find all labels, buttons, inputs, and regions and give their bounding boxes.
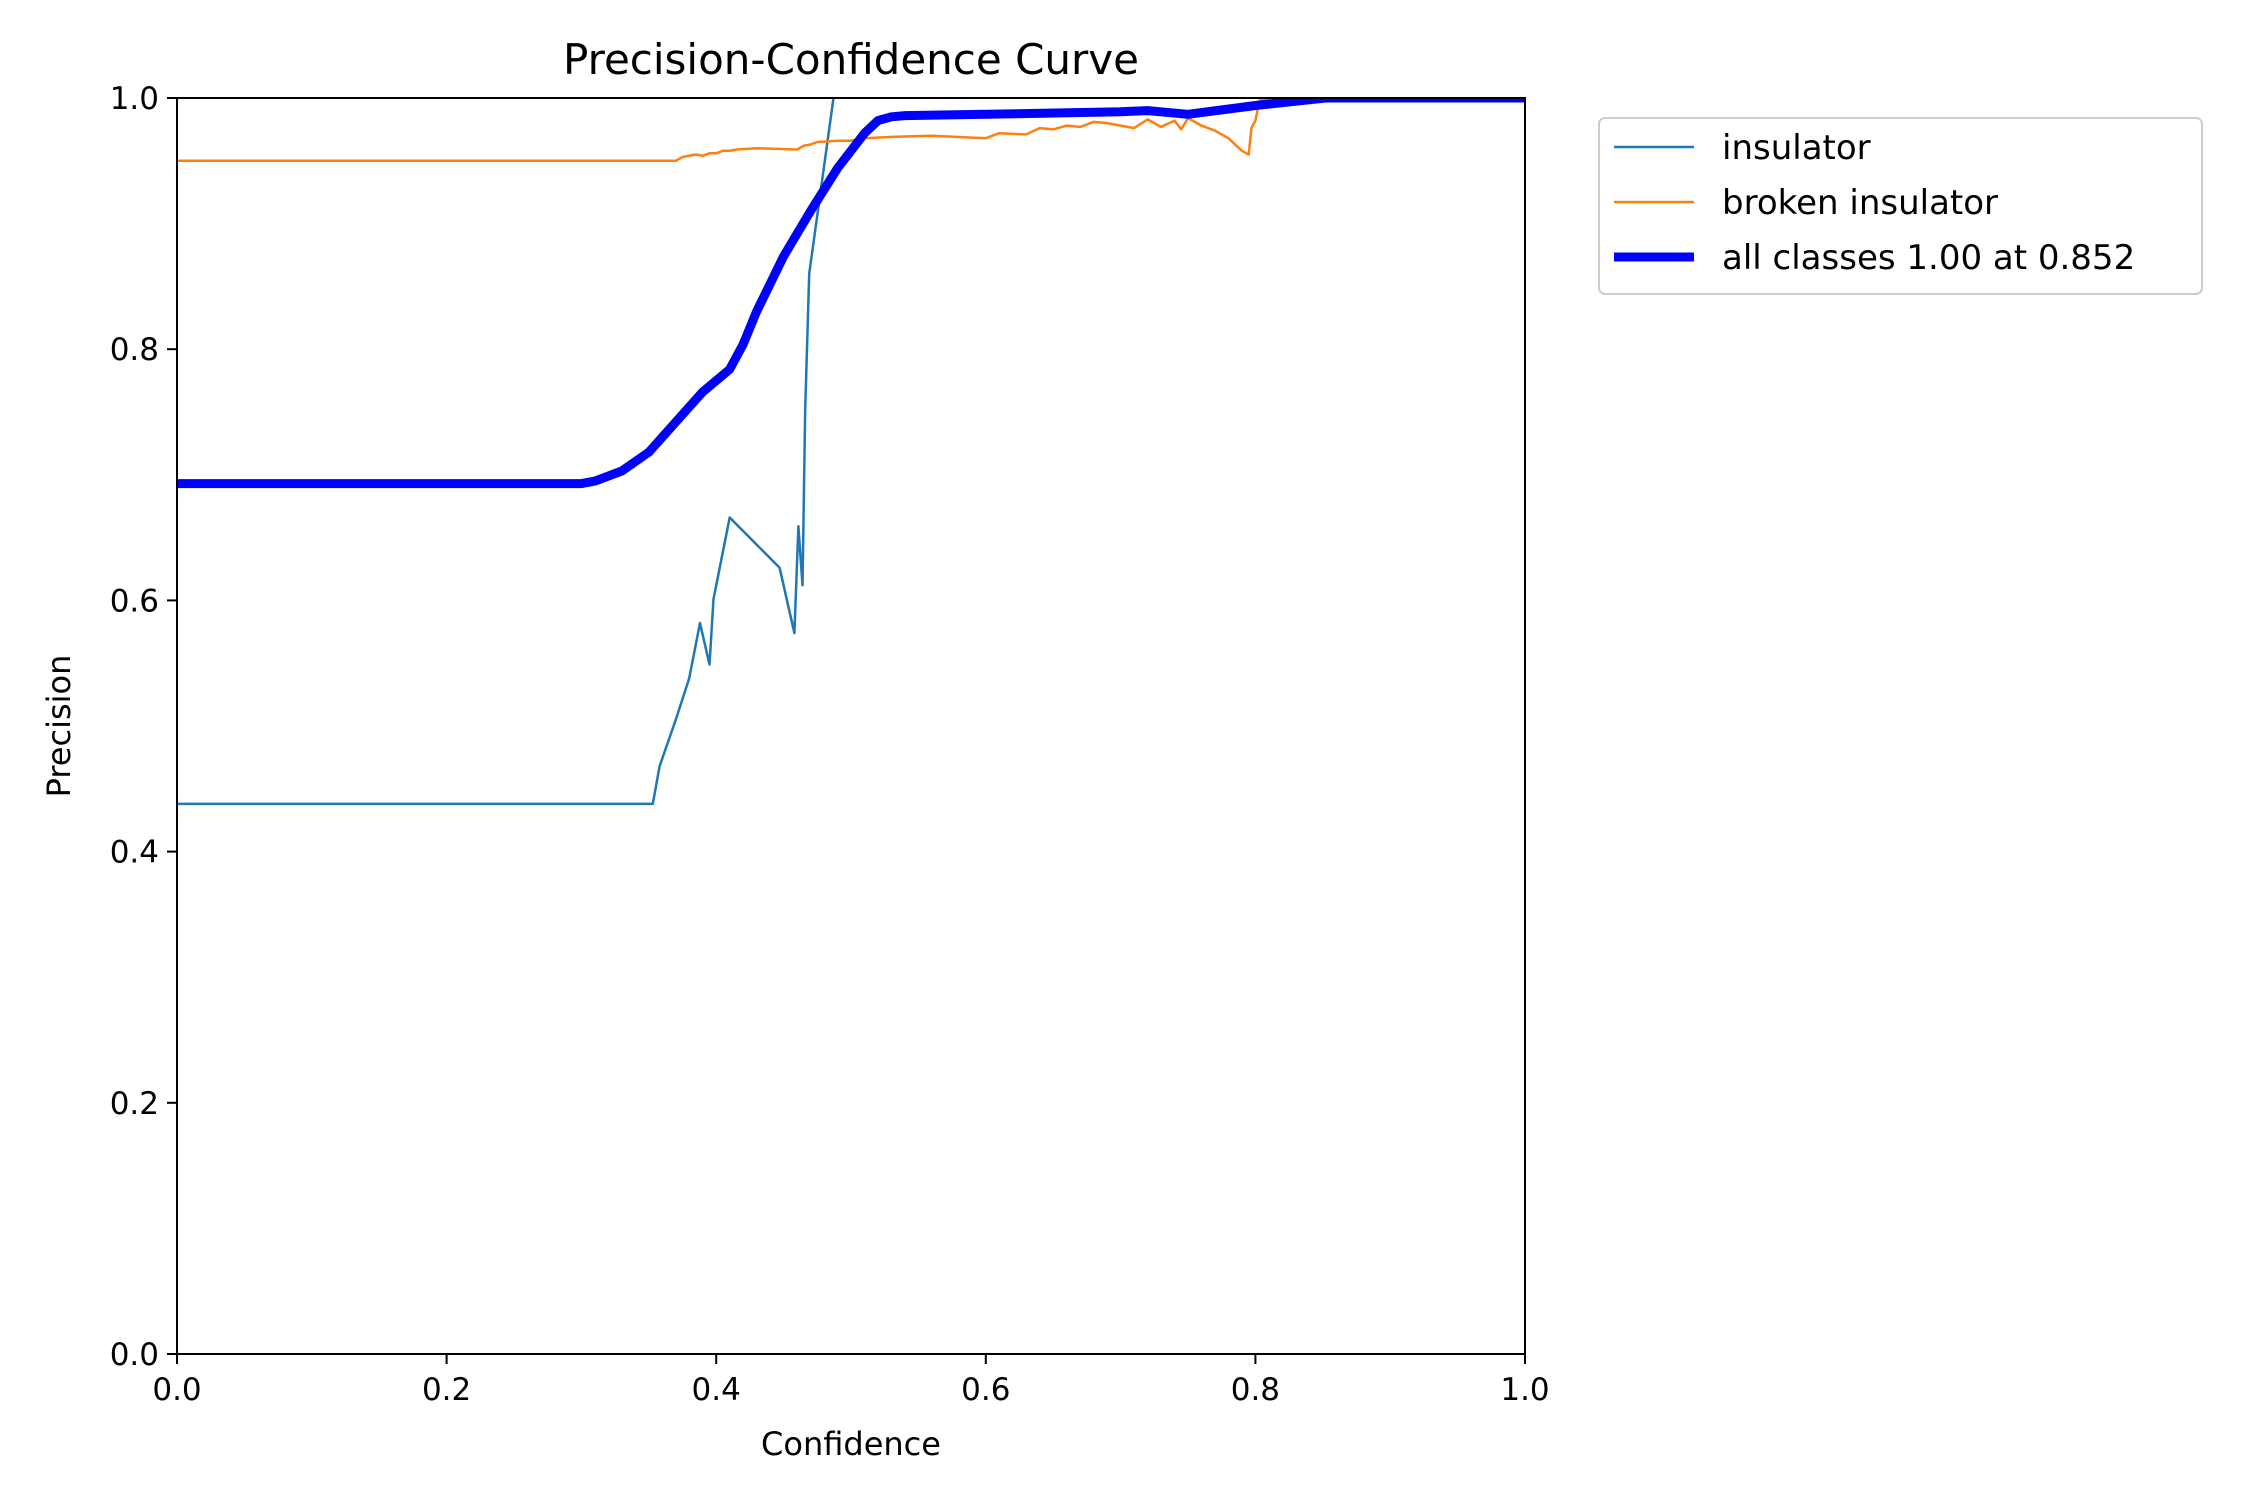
x-tick-label: 0.8 <box>1231 1372 1280 1408</box>
y-tick-label: 0.6 <box>110 583 159 619</box>
series-line-3 <box>177 98 1525 489</box>
x-tick-label: 0.4 <box>692 1372 741 1408</box>
y-tick-label: 0.0 <box>110 1337 159 1373</box>
y-tick-label: 0.2 <box>110 1086 159 1122</box>
legend-label-1: insulator <box>1722 128 1871 168</box>
chart-title: Precision-Confidence Curve <box>563 35 1139 84</box>
legend-label-2: broken insulator <box>1722 183 1998 223</box>
x-tick-label: 0.2 <box>422 1372 471 1408</box>
x-tick-label: 1.0 <box>1500 1372 1549 1408</box>
legend: insulator broken insulator all classes 1.0… <box>1598 117 2203 295</box>
series-line-1 <box>177 98 835 806</box>
y-axis: 0.0 0.2 0.4 0.6 0.8 1.0 <box>110 81 177 1373</box>
legend-box <box>1598 117 2203 295</box>
x-axis: 0.0 0.2 0.4 0.6 0.8 1.0 <box>152 1354 1550 1408</box>
y-tick-label: 1.0 <box>110 81 159 117</box>
series-line-2 <box>177 98 1525 163</box>
legend-label-3: all classes 1.00 at 0.852 <box>1722 238 2135 278</box>
y-tick-label: 0.4 <box>110 835 159 871</box>
y-tick-label: 0.8 <box>110 332 159 368</box>
plot-frame <box>176 97 1526 1355</box>
x-axis-title: Confidence <box>761 1425 941 1463</box>
x-tick-label: 0.6 <box>961 1372 1010 1408</box>
x-tick-label: 0.0 <box>152 1372 201 1408</box>
y-axis-title: Precision <box>40 655 78 798</box>
